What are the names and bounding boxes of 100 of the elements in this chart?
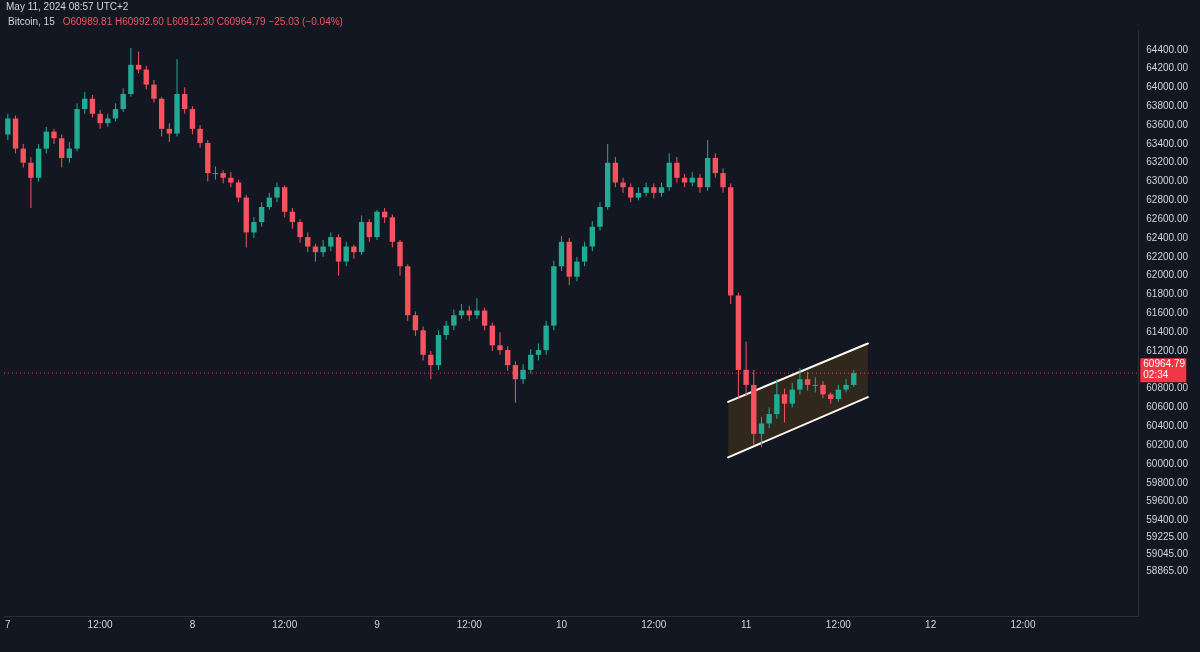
candlestick	[712, 152, 719, 179]
candlestick	[151, 79, 157, 103]
x-tick-label: 12:00	[87, 618, 114, 630]
y-tick-label: 59045.00	[1146, 547, 1189, 559]
candlestick	[781, 388, 788, 424]
candlestick	[481, 307, 488, 331]
candlestick	[628, 182, 634, 203]
candlestick	[97, 109, 103, 130]
candlestick	[305, 231, 311, 253]
candlestick	[258, 201, 265, 228]
candlestick	[843, 378, 849, 393]
candlestick	[597, 201, 603, 232]
candlestick	[820, 380, 826, 399]
candlestick	[720, 167, 726, 194]
text: May 11, 2024 08:57 UTC+2	[6, 1, 129, 12]
candlestick	[766, 406, 772, 429]
y-tick-label: 58865.00	[1146, 564, 1189, 576]
candlestick	[5, 113, 11, 141]
y-tick-label: 61800.00	[1146, 288, 1189, 300]
candlestick	[443, 320, 449, 341]
y-tick-label: 59800.00	[1146, 476, 1189, 488]
candlestick	[351, 244, 357, 260]
candlestick	[474, 297, 480, 320]
candlestick	[574, 256, 580, 282]
candlestick	[20, 143, 26, 168]
y-tick-label: 59225.00	[1146, 530, 1189, 542]
candlestick	[120, 87, 126, 113]
y-tick-label: 60000.00	[1146, 457, 1189, 469]
candlestick	[697, 173, 703, 194]
candlestick	[797, 367, 803, 395]
candlestick	[520, 363, 526, 385]
y-tick-label: 64400.00	[1146, 43, 1189, 55]
candlestick	[366, 218, 372, 243]
candlestick	[89, 94, 96, 119]
x-tick-label: 9	[374, 618, 381, 630]
x-tick-label: 12:00	[272, 618, 298, 630]
y-tick-label: 62000.00	[1146, 269, 1189, 281]
candlestick	[612, 156, 619, 188]
candlestick	[412, 310, 419, 337]
candlestick	[674, 156, 680, 183]
candlestick	[135, 51, 142, 74]
chart-subtitle: O60989.81 H60992.60 L60912.30 C60964.79 −25.03 (−0.04%)	[62, 16, 343, 27]
candlestick	[343, 241, 349, 267]
x-tick-label: 12:00	[825, 618, 852, 630]
x-tick-label: 12:00	[456, 618, 483, 630]
candlestick	[328, 231, 334, 252]
candlestick	[228, 171, 234, 188]
candlestick	[197, 124, 203, 149]
candlestick	[182, 86, 188, 115]
candlestick	[166, 122, 173, 143]
candlestick	[274, 182, 280, 203]
y-tick-label: 62600.00	[1146, 212, 1189, 224]
candlestick	[143, 65, 149, 90]
x-tick-label: 8	[189, 618, 196, 630]
y-tick-label: 60800.00	[1146, 382, 1189, 394]
x-tick-label: 12:00	[641, 618, 667, 630]
candlestick	[812, 376, 818, 393]
candlestick	[28, 156, 34, 209]
y-tick-label: 62400.00	[1146, 231, 1189, 243]
candlestick	[320, 239, 326, 258]
y-tick-label: 59600.00	[1146, 495, 1189, 507]
y-tick-label: 59400.00	[1146, 514, 1189, 526]
candlestick	[774, 378, 780, 420]
y-tick-label: 64000.00	[1146, 81, 1189, 93]
candlestick	[497, 331, 503, 356]
y-tick-label: 63600.00	[1146, 118, 1189, 130]
candlestick	[620, 177, 626, 194]
candlestick	[804, 371, 811, 392]
ref-line-label: 60964.79 02:34	[1143, 357, 1186, 380]
candlestick	[581, 241, 588, 267]
x-tick-label: 7	[5, 618, 12, 630]
y-tick-label: 61200.00	[1146, 344, 1189, 356]
y-tick-label: 62200.00	[1146, 250, 1189, 262]
chart-title: Bitcoin, 15	[8, 16, 55, 27]
candlestick	[743, 341, 749, 397]
x-tick-label: 12	[925, 618, 937, 630]
y-tick-label: 63400.00	[1146, 137, 1189, 149]
y-tick-label: 63200.00	[1146, 156, 1189, 168]
candlestick	[505, 345, 511, 372]
candlestick	[451, 309, 457, 331]
x-tick-label: 12:00	[1010, 618, 1036, 630]
y-tick-label: 62800.00	[1146, 194, 1189, 206]
candlestick	[758, 416, 765, 448]
y-tick-label: 60400.00	[1146, 420, 1189, 432]
y-tick-label: 64200.00	[1146, 62, 1189, 74]
x-tick-label: 10	[555, 618, 568, 630]
candlestick	[589, 220, 595, 252]
x-tick-label: 11	[740, 618, 752, 630]
candlestick	[512, 360, 519, 404]
candlestick	[643, 182, 649, 198]
y-tick-label: 60200.00	[1146, 438, 1189, 450]
y-tick-label: 61400.00	[1146, 325, 1189, 337]
candlestick	[297, 218, 303, 244]
candlestick	[51, 128, 57, 145]
candlestick	[58, 133, 65, 168]
candlestick	[528, 348, 534, 375]
candlestick	[43, 126, 49, 154]
candlestick	[212, 166, 219, 181]
y-tick-label: 63000.00	[1146, 175, 1189, 187]
candlestick	[235, 179, 242, 203]
